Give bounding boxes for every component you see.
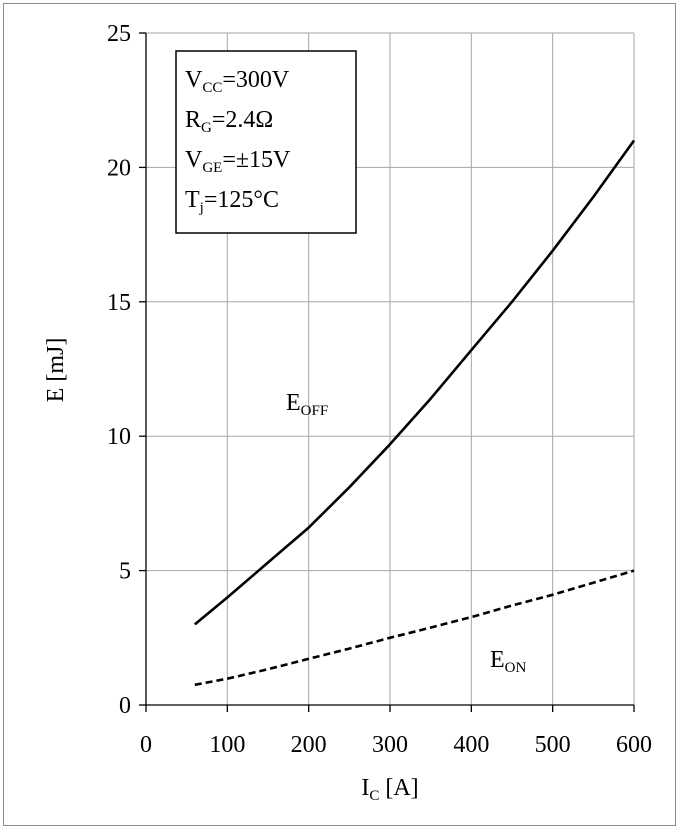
- x-tick-label: 100: [209, 732, 245, 758]
- series-label-eoff: EOFF: [286, 390, 328, 419]
- x-tick-label: 400: [453, 732, 489, 758]
- axes: [139, 32, 635, 712]
- y-tick-label: 5: [119, 559, 131, 585]
- series-label-eon: EON: [490, 647, 527, 676]
- x-tick-label: 300: [372, 732, 408, 758]
- x-tick-label: 600: [616, 732, 652, 758]
- x-tick-label: 0: [140, 732, 152, 758]
- x-tick-label: 200: [291, 732, 327, 758]
- condition-line: Tj=125°C: [185, 187, 279, 216]
- tick-labels: 0 100 200 300 400 500 600 0 5 10 15 20 25: [107, 21, 652, 758]
- series-lines: [193, 139, 636, 687]
- series-line-eon: [194, 569, 635, 687]
- y-tick-label: 0: [119, 693, 131, 719]
- series-line-eoff: [193, 139, 636, 626]
- y-tick-label: 25: [107, 21, 131, 47]
- conditions-lines: VCC=300V RG=2.4Ω VGE=±15V Tj=125°C: [185, 67, 291, 216]
- y-tick-label: 15: [107, 290, 131, 316]
- x-tick-label: 500: [535, 732, 571, 758]
- conditions-box-border: [175, 50, 357, 234]
- condition-line: VCC=300V: [185, 67, 290, 96]
- y-tick-label: 20: [107, 155, 131, 181]
- conditions-box: VCC=300V RG=2.4Ω VGE=±15V Tj=125°C: [175, 50, 357, 234]
- condition-line: RG=2.4Ω: [185, 107, 273, 136]
- y-axis-label: E [mJ]: [43, 338, 69, 403]
- y-tick-label: 10: [107, 424, 131, 450]
- condition-line: VGE=±15V: [185, 147, 291, 176]
- x-axis-label: IC [A]: [361, 775, 418, 804]
